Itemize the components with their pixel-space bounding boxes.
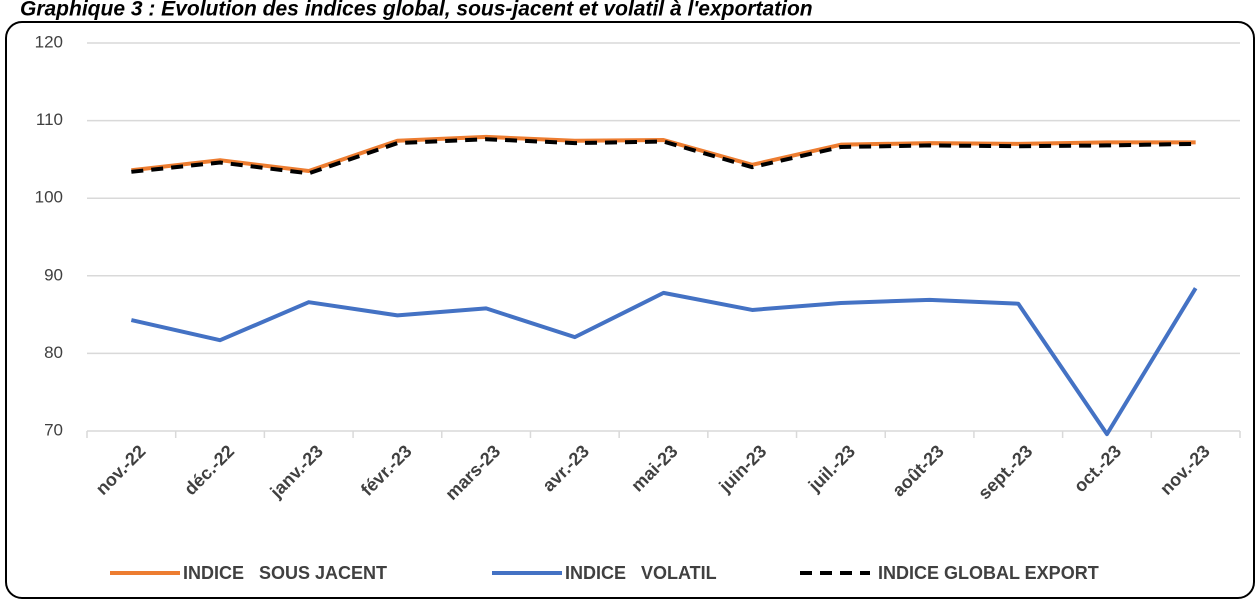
legend-label: INDICE GLOBAL EXPORT [878, 563, 1099, 583]
y-tick-label: 90 [44, 265, 63, 284]
legend-label: INDICE VOLATIL [565, 563, 717, 583]
y-tick-label: 80 [44, 343, 63, 362]
chart-title: Graphique 3 : Évolution des indices glob… [20, 0, 813, 21]
series-line [130, 287, 1198, 437]
legend-label: INDICE SOUS JACENT [183, 563, 387, 583]
y-tick-label: 70 [44, 420, 63, 439]
y-tick-label: 110 [36, 110, 63, 129]
y-tick-label: 120 [35, 32, 63, 51]
y-tick-label: 100 [35, 188, 63, 207]
series-line [131, 134, 1196, 174]
